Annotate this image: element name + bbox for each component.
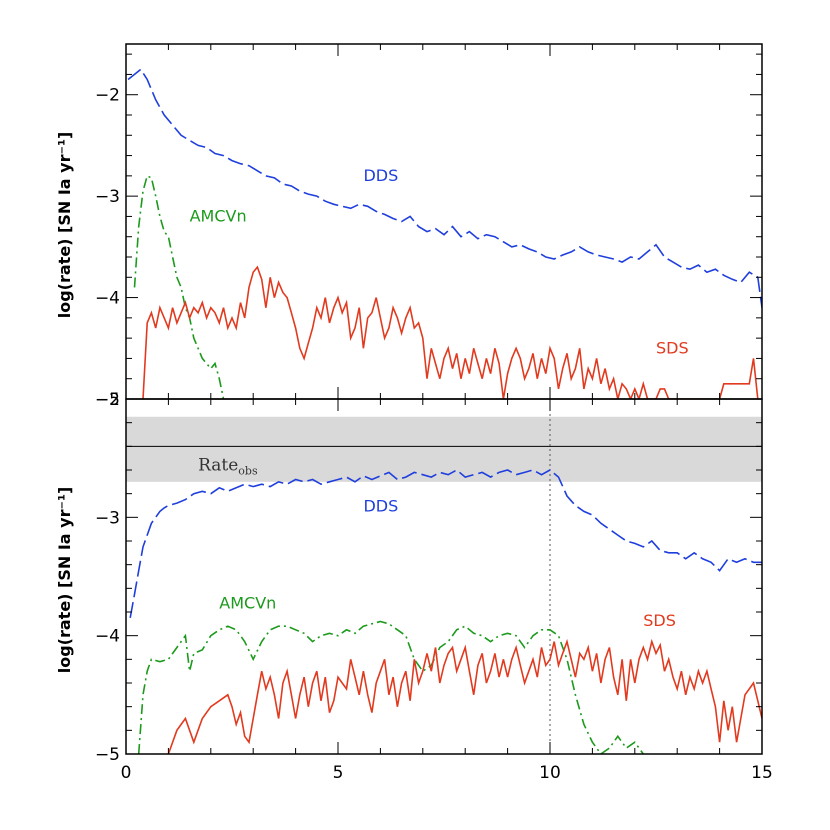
series-sds-label: SDS [643,611,676,630]
series-sds-label: SDS [656,338,689,357]
series-amcvn-line [133,174,225,399]
y-tick-label: −4 [95,289,120,309]
series-amcvn-line [137,620,644,754]
series-dds-line [127,68,762,308]
y-tick-label: −5 [95,745,120,765]
series-sds-line [167,638,762,754]
series-amcvn-label: AMCVn [219,593,276,612]
y-tick-label: −2 [95,86,120,106]
series-dds-label: DDS [363,166,398,185]
y-tick-label: −3 [95,187,120,207]
y-tick-label: −3 [95,508,120,528]
x-tick-label: 0 [121,763,132,783]
y-tick-label: −5 [95,390,120,410]
bottom-ylabel: log(rate) [SN Ia yr⁻¹] [55,487,74,674]
y-tick-label: −4 [95,627,120,647]
series-dds-line [129,469,762,619]
bottom-frame [125,398,763,755]
series-dds-label: DDS [363,496,398,515]
top-plot-area: DDS AMCVn SDS −2 −3 −4 −5 [95,44,763,410]
bottom-panel: log(rate) [SN Ia yr⁻¹] Rateobs DDS AMCVn SD… [55,390,773,783]
y-tick-label: −2 [95,390,120,410]
x-tick-label: 10 [539,763,561,783]
x-tick-label: 15 [751,763,773,783]
top-ylabel: log(rate) [SN Ia yr⁻¹] [55,132,74,319]
rate-obs-label: Rateobs [198,455,258,477]
top-panel: log(rate) [SN Ia yr⁻¹] DDS AMCVn SDS −2 −3 −4… [55,43,763,410]
series-sds-line [142,265,759,399]
series-amcvn-label: AMCVn [190,207,247,226]
x-tick-label: 5 [333,763,344,783]
rate-obs-band [126,416,762,482]
